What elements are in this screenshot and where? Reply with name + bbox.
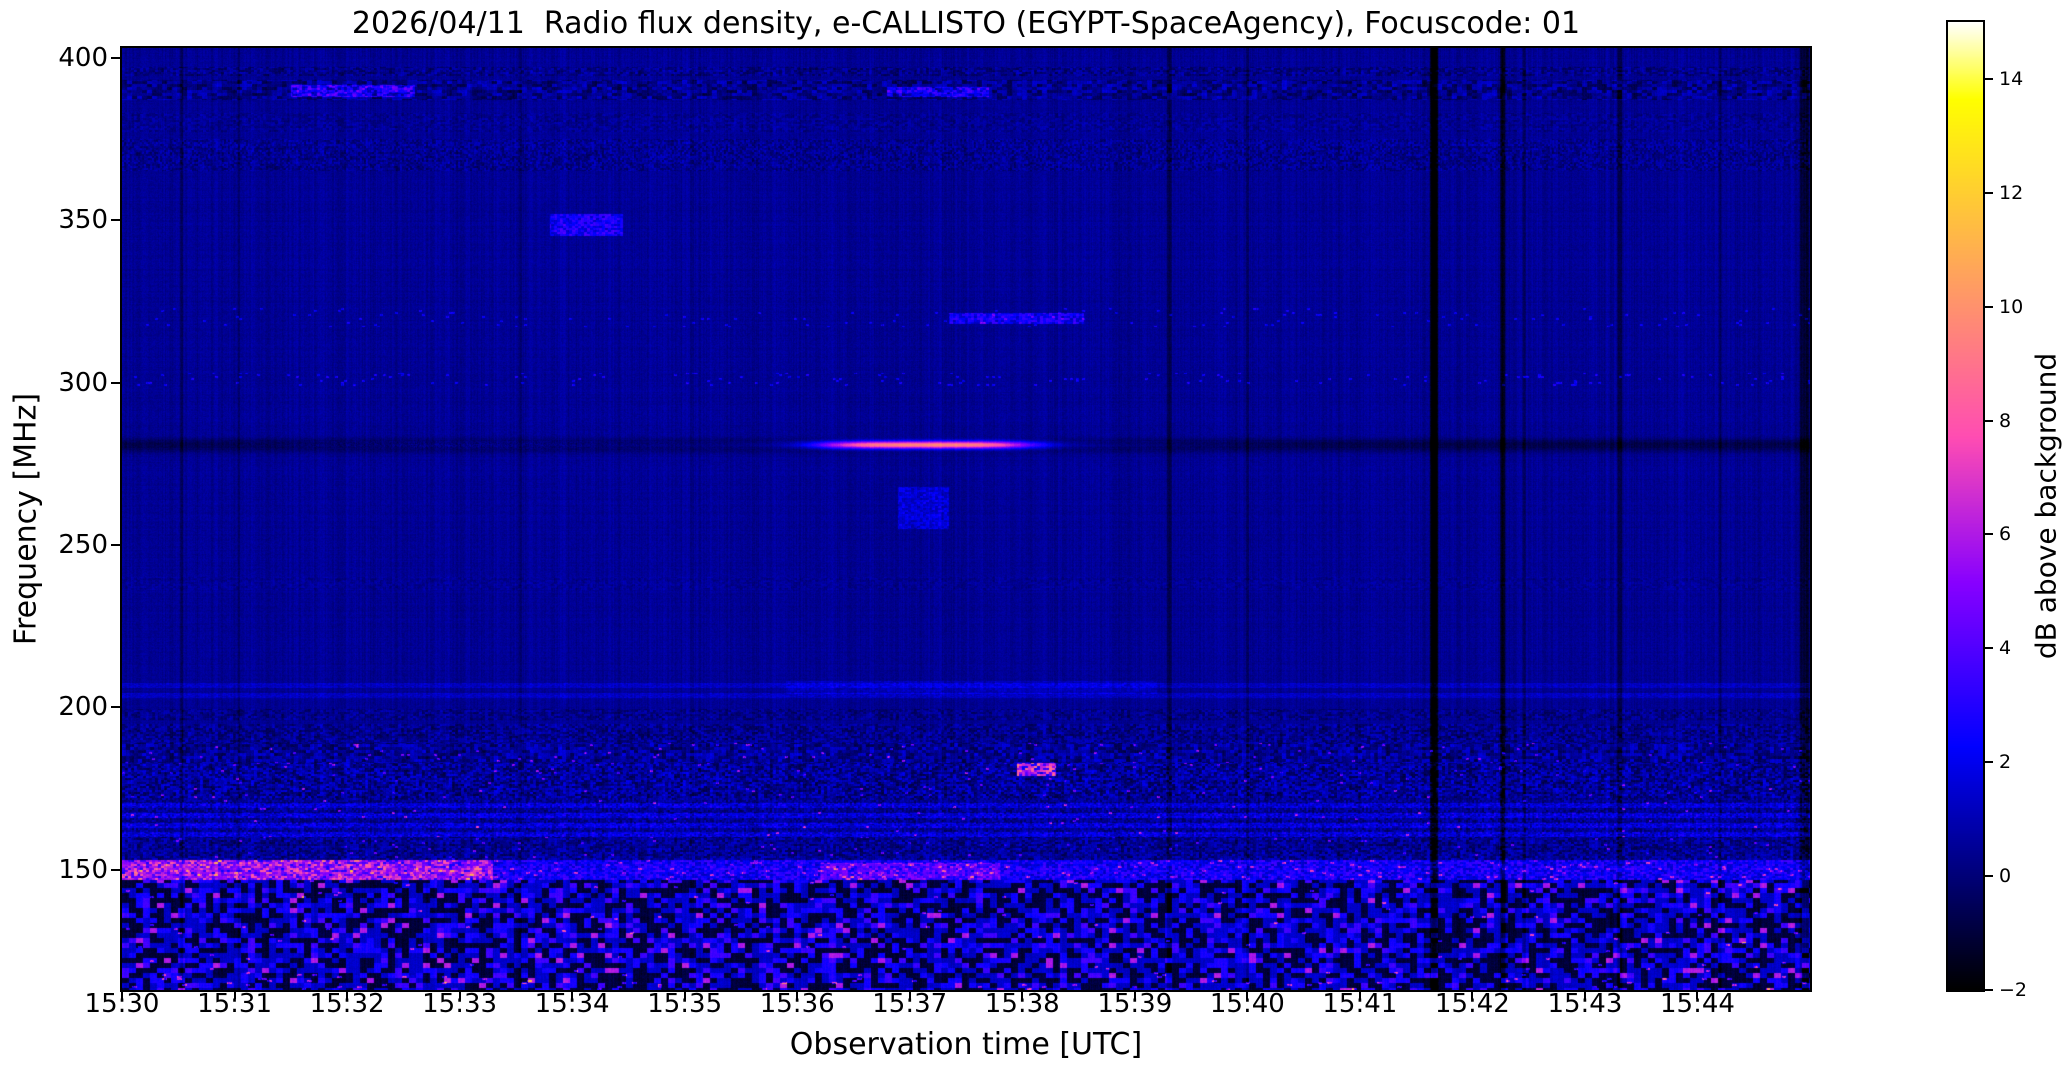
y-tick-label: 200 [58, 692, 108, 723]
colorbar-label: dB above background [2029, 352, 2063, 660]
y-tick-label: 150 [58, 854, 108, 885]
y-tick-label: 300 [58, 367, 108, 398]
x-tick-mark [571, 992, 574, 999]
x-tick-mark [1021, 992, 1024, 999]
colorbar-tick-mark [1985, 533, 1993, 536]
colorbar-tick-label: 12 [1999, 181, 2024, 204]
colorbar-tick-mark [1985, 989, 1993, 991]
x-axis-label: Observation time [UTC] [789, 1027, 1143, 1062]
x-tick-label: 15:30 [84, 989, 160, 1019]
x-tick-label: 15:31 [197, 989, 272, 1019]
spectrogram-heatmap [120, 46, 1812, 992]
y-tick-mark [111, 56, 120, 59]
x-tick-mark [908, 992, 911, 999]
y-tick-mark [111, 381, 120, 384]
x-tick-label: 15:35 [647, 989, 723, 1019]
x-tick-label: 15:32 [309, 989, 385, 1019]
colorbar-tick-mark [1985, 647, 1993, 650]
colorbar-tick-label: 14 [1999, 67, 2024, 90]
x-tick-mark [346, 992, 349, 999]
y-tick-label: 400 [58, 42, 108, 73]
x-tick-label: 15:37 [872, 989, 948, 1019]
colorbar-tick-label: 6 [1999, 523, 2012, 546]
colorbar-tick-mark [1985, 875, 1993, 878]
x-tick-label: 15:42 [1434, 989, 1510, 1019]
x-tick-label: 15:43 [1547, 989, 1623, 1019]
x-tick-label: 15:33 [422, 989, 498, 1019]
x-tick-mark [233, 992, 236, 999]
y-tick-mark [111, 868, 120, 871]
x-tick-label: 15:41 [1322, 989, 1398, 1019]
colorbar-tick-mark [1985, 419, 1993, 422]
colorbar-tick-mark [1985, 191, 1993, 194]
colorbar-tick-label: 4 [1999, 637, 2012, 660]
y-axis-label: Frequency [MHz] [8, 392, 44, 646]
x-tick-label: 15:44 [1659, 989, 1735, 1019]
x-tick-mark [1358, 992, 1361, 999]
y-tick-mark [111, 706, 120, 709]
colorbar-tick-label: 10 [1999, 295, 2024, 318]
colorbar-tick-label: 8 [1999, 409, 2012, 432]
x-tick-mark [683, 992, 686, 999]
y-tick-label: 250 [58, 529, 108, 560]
y-tick-mark [111, 543, 120, 546]
x-tick-mark [1133, 992, 1136, 999]
x-tick-mark [458, 992, 461, 999]
x-tick-mark [1471, 992, 1474, 999]
x-tick-mark [796, 992, 799, 999]
colorbar-tick-mark [1985, 77, 1993, 80]
chart-title: 2026/04/11 Radio flux density, e-CALLIST… [351, 6, 1581, 41]
colorbar-tick-mark [1985, 305, 1993, 308]
colorbar-tick-mark [1985, 761, 1993, 764]
x-tick-label: 15:36 [759, 989, 835, 1019]
x-tick-label: 15:34 [534, 989, 610, 1019]
x-tick-label: 15:39 [1097, 989, 1173, 1019]
colorbar-gradient [1946, 20, 1985, 992]
y-tick-label: 350 [58, 205, 108, 236]
x-tick-label: 15:40 [1209, 989, 1285, 1019]
x-tick-mark [1696, 992, 1699, 999]
x-tick-mark [121, 992, 123, 999]
colorbar-tick-label: 2 [1999, 751, 2012, 774]
x-tick-mark [1583, 992, 1586, 999]
x-tick-label: 15:38 [984, 989, 1060, 1019]
x-tick-mark [1246, 992, 1249, 999]
colorbar-tick-label: −2 [1999, 979, 2028, 1001]
y-tick-mark [111, 219, 120, 222]
colorbar-tick-label: 0 [1999, 865, 2012, 888]
